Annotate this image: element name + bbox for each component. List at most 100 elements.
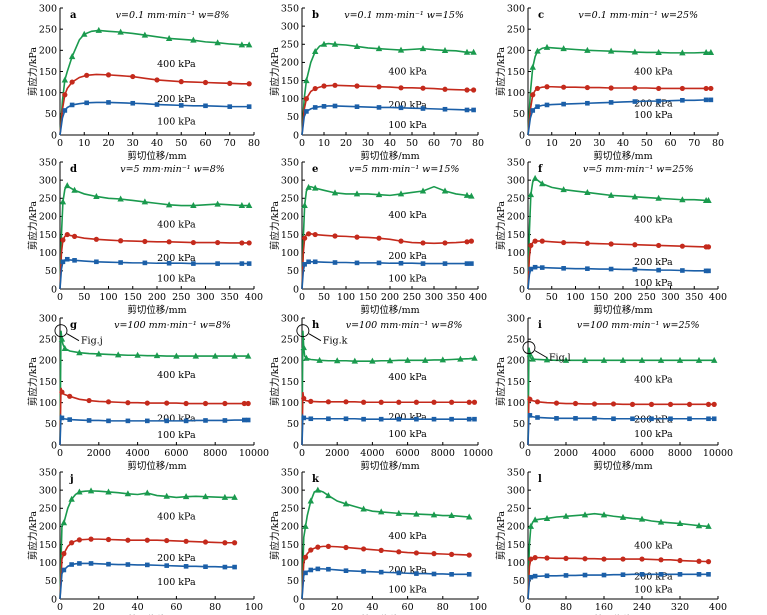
data-point (59, 415, 65, 421)
x-tick-label: 4000 (126, 448, 150, 459)
data-point (303, 77, 310, 84)
series-1: 200 kPa (301, 82, 477, 136)
series-1: 200 kPa (59, 387, 251, 446)
x-tick-label: 40 (366, 602, 378, 613)
data-point (246, 261, 252, 266)
x-tick-label: 300 (425, 292, 443, 303)
data-point (466, 399, 472, 405)
data-point (706, 572, 711, 577)
data-point (679, 196, 686, 203)
y-tick-label: 50 (45, 576, 57, 587)
x-tick-label: 0 (525, 292, 531, 303)
x-tick-label: 400 (245, 292, 263, 303)
data-point (398, 85, 404, 91)
data-point (705, 522, 712, 529)
series-1: 200 kPa (527, 238, 712, 290)
data-point (343, 568, 349, 573)
data-point (463, 48, 471, 55)
data-point (544, 84, 550, 90)
y-tick-label: 150 (39, 540, 57, 551)
data-point (164, 418, 169, 424)
data-point (182, 493, 190, 500)
data-point (134, 351, 141, 358)
data-point (326, 566, 331, 572)
y-tick-label: 100 (507, 248, 525, 259)
x-tick-label: 2000 (554, 448, 578, 459)
y-tick-label: 0 (51, 130, 57, 141)
data-point (527, 191, 535, 198)
data-point (58, 335, 66, 342)
data-point (314, 486, 322, 493)
data-point (656, 242, 662, 249)
x-tick-label: 8000 (668, 448, 692, 459)
data-point (420, 85, 426, 91)
series-line (301, 42, 474, 136)
x-tick-label: 80 (209, 602, 221, 613)
x-tick-label: 200 (381, 292, 399, 303)
data-point (203, 103, 208, 109)
panel-letter: k (312, 474, 320, 485)
data-point (361, 416, 366, 422)
data-point (343, 399, 349, 405)
data-point (320, 40, 328, 47)
data-point (93, 192, 100, 199)
x-tick-label: 320 (671, 602, 689, 613)
data-point (301, 202, 308, 209)
data-point (154, 102, 160, 107)
data-point (470, 48, 477, 55)
series-label: 400 kPa (388, 372, 427, 383)
data-point (361, 399, 367, 405)
data-point (312, 85, 318, 92)
data-point (686, 401, 693, 407)
data-point (67, 393, 73, 399)
x-axis-label: 剪切位移/mm (127, 304, 186, 316)
x-axis-label: 剪切位移/mm (360, 460, 419, 472)
x-tick-label: 60 (199, 138, 211, 149)
data-point (561, 84, 567, 90)
series-0: 400 kPa (527, 511, 712, 600)
data-point (125, 400, 131, 406)
x-tick-label: 60 (664, 138, 676, 149)
y-tick-label: 100 (507, 558, 525, 569)
series-0: 400 kPa (526, 347, 718, 446)
data-point (202, 493, 209, 500)
data-point (238, 202, 246, 209)
series-label: 100 kPa (634, 584, 673, 595)
data-point (472, 416, 477, 422)
series-line (527, 512, 709, 600)
panel-condition: v=0.1 mm·min⁻¹ w=25% (578, 10, 698, 21)
data-point (582, 556, 588, 562)
data-point (619, 356, 627, 363)
data-point (142, 260, 148, 266)
annotation-label: Fig.k (323, 336, 348, 347)
y-tick-label: 150 (507, 377, 525, 388)
x-tick-label: 80 (437, 602, 449, 613)
data-point (105, 536, 112, 543)
series-2: 100 kPa (59, 561, 237, 600)
data-point (145, 418, 150, 424)
x-tick-label: 80 (560, 602, 572, 613)
y-tick-label: 300 (281, 175, 299, 186)
data-point (192, 352, 199, 359)
data-point (632, 85, 638, 91)
series-label: 100 kPa (157, 274, 196, 285)
series-line (59, 330, 249, 446)
data-point (532, 555, 538, 561)
data-point (118, 260, 123, 265)
series-2: 100 kPa (59, 100, 252, 136)
data-point (539, 180, 546, 187)
y-tick-label: 300 (281, 485, 299, 496)
data-point (242, 417, 247, 423)
y-tick-label: 350 (281, 157, 299, 168)
series-label: 200 kPa (388, 251, 427, 262)
data-point (396, 399, 402, 405)
data-point (307, 497, 314, 504)
x-tick-label: 350 (447, 292, 465, 303)
data-point (679, 85, 685, 92)
data-point (632, 267, 638, 272)
series-label: 100 kPa (388, 584, 427, 595)
data-point (468, 192, 475, 199)
data-point (539, 238, 545, 244)
series-1: 200 kPa (59, 72, 252, 136)
y-tick-label: 250 (39, 334, 57, 345)
